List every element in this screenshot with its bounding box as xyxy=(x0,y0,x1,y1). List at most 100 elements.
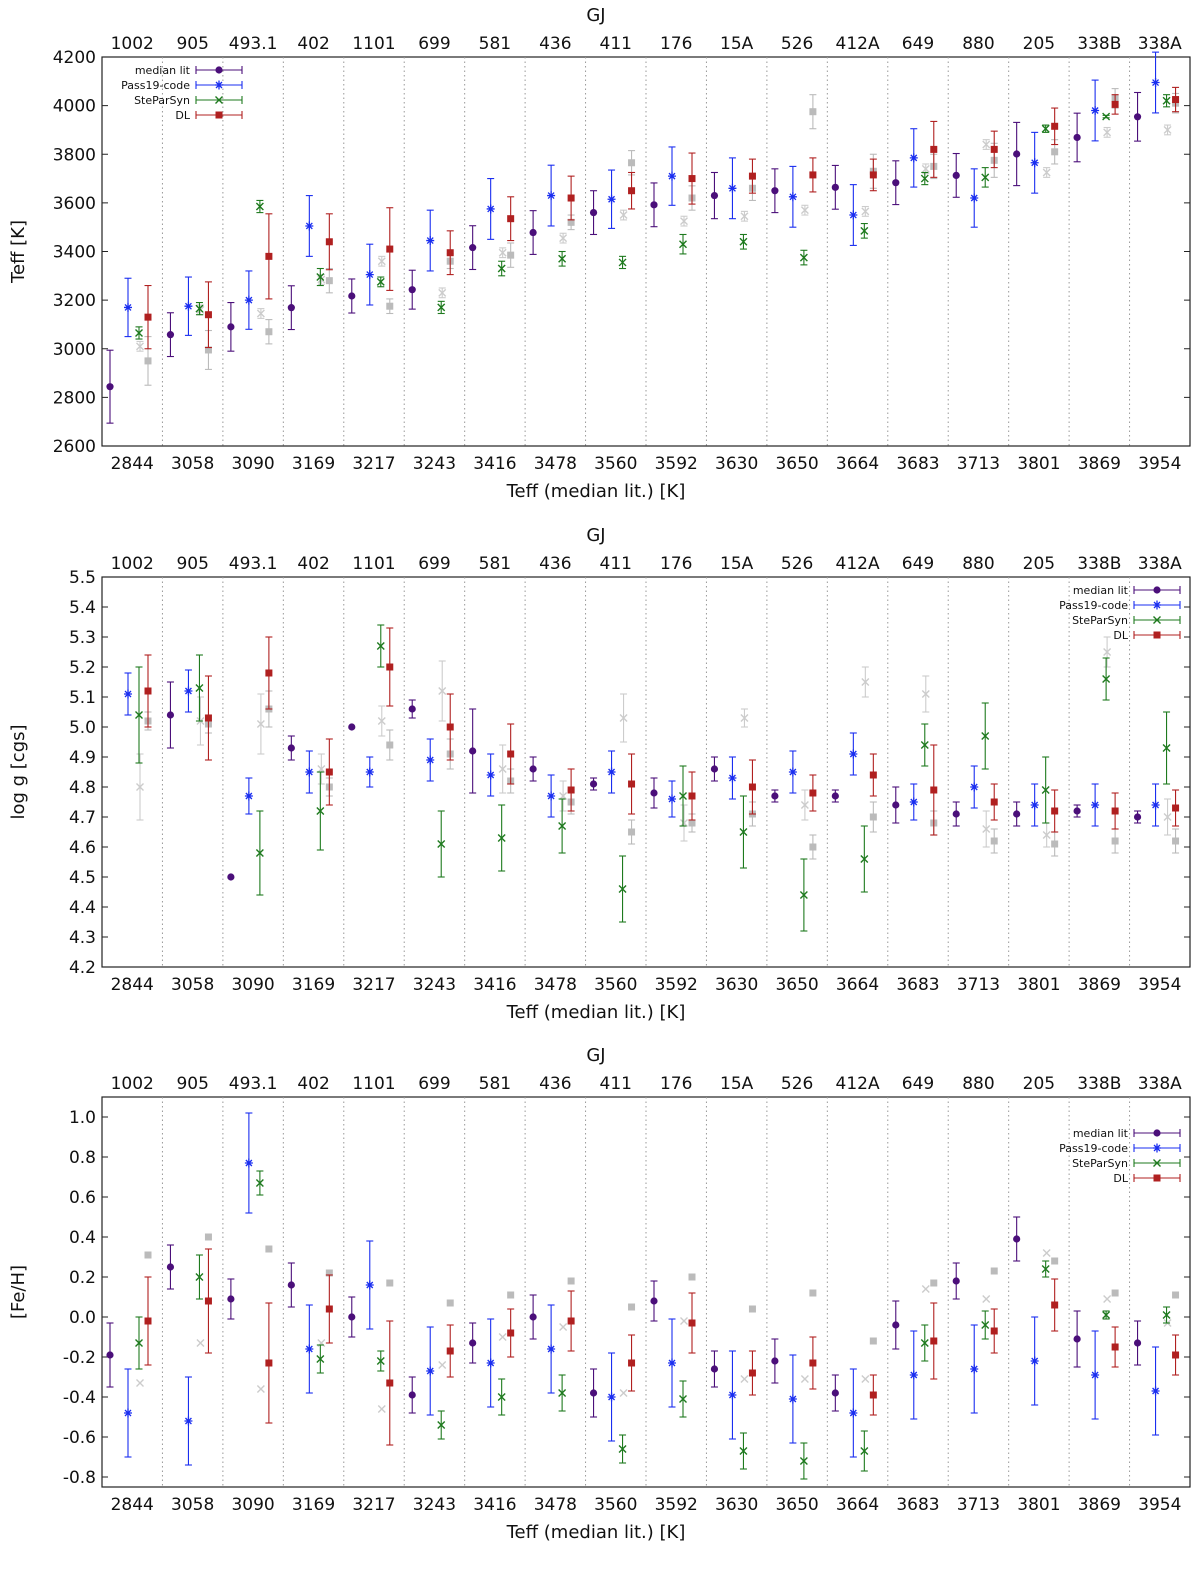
top-tick-label: 411 xyxy=(600,554,632,574)
data-point xyxy=(497,834,506,842)
y-tick-label: 0.8 xyxy=(69,1148,96,1168)
data-point xyxy=(124,689,132,699)
data-point xyxy=(1103,648,1112,656)
data-point xyxy=(317,275,326,284)
data-point xyxy=(426,236,435,246)
top-tick-label: 412A xyxy=(836,34,880,54)
data-point xyxy=(981,732,990,740)
x-tick-label: 3478 xyxy=(534,454,577,474)
data-point xyxy=(377,717,386,725)
data-point xyxy=(831,1389,839,1397)
data-point xyxy=(628,828,636,836)
data-point xyxy=(748,1369,756,1377)
data-point xyxy=(990,798,998,806)
y-tick-label: 4000 xyxy=(53,97,96,117)
y-tick-label: 5.1 xyxy=(69,688,96,708)
series-reference-4 xyxy=(144,1233,1180,1345)
data-point xyxy=(921,164,930,173)
data-point xyxy=(990,1327,998,1335)
x-tick-label: 3169 xyxy=(292,975,335,995)
data-point xyxy=(679,240,687,249)
data-point xyxy=(348,292,356,300)
data-point xyxy=(788,767,797,777)
data-point xyxy=(650,201,658,209)
top-tick-label: 526 xyxy=(781,554,813,574)
legend: median lit Pass19-code SteParSyn DL xyxy=(1059,1127,1181,1185)
data-point xyxy=(740,212,749,221)
top-tick-label: 338A xyxy=(1138,554,1182,574)
data-point xyxy=(619,714,628,722)
data-point xyxy=(788,1394,797,1404)
data-point xyxy=(930,145,938,153)
data-point xyxy=(771,792,779,800)
legend-marker xyxy=(1153,1129,1161,1137)
top-tick-label: 411 xyxy=(600,1074,632,1094)
legend-label: median lit xyxy=(1073,584,1129,597)
y-tick-label: 4.3 xyxy=(69,928,96,948)
data-point xyxy=(650,789,658,797)
x-tick-label: 3713 xyxy=(957,1495,1000,1515)
y-tick-label: 5.5 xyxy=(69,568,96,588)
data-point xyxy=(1162,744,1171,752)
series-reference-4 xyxy=(144,690,1180,860)
data-point xyxy=(982,825,991,833)
data-point xyxy=(386,1379,394,1387)
data-point xyxy=(1103,1295,1112,1303)
data-point xyxy=(740,714,749,722)
data-point xyxy=(892,179,900,187)
data-point xyxy=(970,1364,979,1374)
data-point xyxy=(1111,837,1119,845)
x-tick-label: 3801 xyxy=(1017,975,1060,995)
top-tick-label: 338A xyxy=(1138,34,1182,54)
data-point xyxy=(558,1389,567,1397)
y-tick-label: 1.0 xyxy=(69,1108,96,1128)
top-tick-label: 880 xyxy=(962,34,994,54)
data-point xyxy=(1091,105,1100,115)
x-axis-label: Teff (median lit.) [K] xyxy=(506,1522,686,1543)
data-point xyxy=(607,1392,616,1402)
data-point xyxy=(317,765,326,773)
data-point xyxy=(861,1375,870,1383)
x-tick-label: 3169 xyxy=(292,1495,335,1515)
top-tick-label: 1002 xyxy=(111,1074,154,1094)
data-point xyxy=(688,1273,696,1281)
top-tick-label: 402 xyxy=(297,1074,329,1094)
series-reference-5 xyxy=(136,124,1172,352)
y-tick-label: 3200 xyxy=(53,291,96,311)
y-tick-label: 2600 xyxy=(53,437,96,457)
data-point xyxy=(618,885,627,893)
data-point xyxy=(952,171,960,180)
legend-marker xyxy=(215,96,223,104)
data-point xyxy=(618,1445,627,1453)
legend-marker xyxy=(1153,586,1161,594)
data-point xyxy=(195,1273,204,1281)
data-point xyxy=(589,1389,598,1397)
x-tick-label: 3478 xyxy=(534,1495,577,1515)
data-point xyxy=(136,342,144,351)
data-point xyxy=(144,1251,152,1259)
data-point xyxy=(869,171,877,179)
x-tick-label: 3090 xyxy=(231,454,274,474)
data-point xyxy=(195,684,204,692)
data-point xyxy=(438,687,447,695)
data-point xyxy=(930,1337,938,1345)
top-tick-label: 905 xyxy=(176,1074,208,1094)
legend-label: Pass19-code xyxy=(121,79,190,92)
data-point xyxy=(799,891,808,899)
data-point xyxy=(426,755,435,765)
legend: median lit Pass19-code SteParSyn DL xyxy=(121,64,243,122)
data-point xyxy=(446,1299,454,1307)
top-tick-label: 436 xyxy=(539,1074,571,1094)
data-point xyxy=(619,211,628,220)
x-tick-label: 3217 xyxy=(352,454,395,474)
data-point xyxy=(244,791,253,801)
data-point xyxy=(486,770,495,780)
data-point xyxy=(547,1344,556,1354)
y-tick-label: 3400 xyxy=(53,243,96,263)
data-point xyxy=(1163,125,1172,134)
data-point xyxy=(124,1408,132,1418)
x-tick-label: 3090 xyxy=(231,975,274,995)
data-point xyxy=(607,767,616,777)
data-point xyxy=(990,1267,998,1275)
